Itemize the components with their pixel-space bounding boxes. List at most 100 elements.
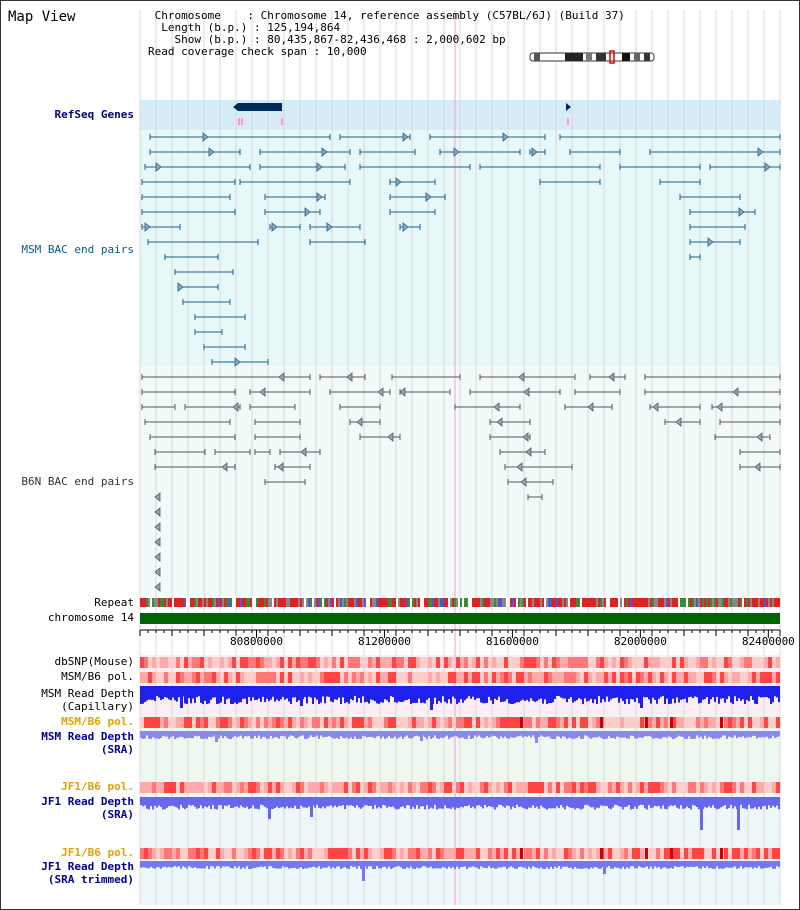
- track-label-jf1-b6-pol-2[interactable]: JF1/B6 pol.: [61, 846, 134, 859]
- depth-bar: [652, 797, 654, 808]
- depth-bar: [774, 861, 776, 869]
- repeat-element: [676, 598, 678, 607]
- depth-bar: [262, 686, 264, 697]
- track-label-msm-b6-pol-1[interactable]: MSM/B6 pol.: [61, 670, 134, 683]
- pol-cell: [328, 782, 332, 793]
- pol-cell: [744, 848, 748, 859]
- depth-bar: [366, 797, 368, 806]
- pol-cell: [568, 657, 572, 668]
- depth-bar: [468, 686, 470, 697]
- depth-bar: [164, 861, 166, 867]
- depth-bar: [214, 861, 216, 869]
- depth-bar: [754, 731, 756, 736]
- depth-bar: [450, 861, 452, 869]
- depth-bar: [664, 861, 666, 868]
- pol-cell: [748, 657, 752, 668]
- track-label-b6n-bac[interactable]: B6N BAC end pairs: [21, 475, 134, 488]
- pol-cell: [508, 657, 512, 668]
- repeat-element: [410, 598, 412, 607]
- depth-bar: [286, 797, 288, 807]
- pol-cell: [260, 672, 264, 683]
- depth-bar: [190, 797, 192, 806]
- pol-cell: [744, 782, 748, 793]
- pol-cell: [684, 657, 688, 668]
- depth-bar: [210, 686, 212, 700]
- depth-bar: [444, 686, 446, 702]
- bac-arrow: [259, 387, 266, 397]
- pol-cell: [628, 782, 632, 793]
- bac-arrow: [757, 147, 764, 157]
- depth-bar: [364, 731, 366, 737]
- depth-bar: [596, 731, 598, 738]
- pol-cell: [752, 717, 756, 728]
- pol-cell: [236, 657, 240, 668]
- depth-bar: [690, 797, 692, 810]
- depth-bar: [598, 861, 600, 869]
- depth-bar: [498, 797, 500, 805]
- depth-bar: [270, 686, 272, 700]
- bac-arrow: [377, 387, 384, 397]
- depth-bar: [186, 731, 188, 739]
- depth-bar: [190, 686, 192, 704]
- track-label-jf1-depth-sra[interactable]: JF1 Read Depth: [41, 795, 134, 808]
- pol-cell: [216, 657, 220, 668]
- pol-cell: [652, 672, 656, 683]
- track-label-jf1-depth-trim[interactable]: JF1 Read Depth: [41, 860, 134, 873]
- pol-cell: [400, 848, 404, 859]
- depth-bar: [554, 731, 556, 739]
- pol-cell: [680, 782, 684, 793]
- depth-bar: [766, 797, 768, 810]
- repeat-element: [300, 598, 302, 607]
- track-label-msm-bac[interactable]: MSM BAC end pairs: [21, 243, 134, 256]
- depth-bar: [174, 797, 176, 807]
- pol-cell: [436, 782, 440, 793]
- depth-bar: [322, 731, 324, 738]
- depth-bar: [408, 686, 410, 699]
- refseq-mark: [241, 118, 243, 125]
- bac-arrow: [754, 462, 761, 472]
- depth-bar: [290, 686, 292, 704]
- pol-cell: [256, 848, 260, 859]
- pol-cell: [580, 717, 584, 728]
- depth-bar: [150, 686, 152, 700]
- pol-hot: [520, 848, 523, 859]
- repeat-element: [356, 598, 358, 607]
- pol-cell: [688, 782, 692, 793]
- depth-bar: [494, 731, 496, 737]
- depth-bar: [534, 861, 536, 868]
- bac-arrow: [587, 402, 594, 412]
- repeat-element: [752, 598, 754, 607]
- refseq-mark: [281, 118, 283, 125]
- pol-cell: [320, 672, 324, 683]
- depth-bar: [350, 686, 352, 700]
- pol-cell: [692, 717, 696, 728]
- bac-arrow: [395, 177, 402, 187]
- depth-bar: [340, 686, 342, 704]
- pol-cell: [644, 657, 648, 668]
- repeat-element: [178, 598, 180, 607]
- depth-bar: [580, 731, 582, 739]
- track-label-refseq[interactable]: RefSeq Genes: [54, 108, 134, 121]
- track-label-msm-b6-pol-2[interactable]: MSM/B6 pol.: [61, 715, 134, 728]
- depth-bar: [456, 861, 458, 867]
- depth-bar: [316, 731, 318, 736]
- pol-cell: [200, 657, 204, 668]
- depth-bar: [232, 861, 234, 869]
- track-label-dbsnp[interactable]: dbSNP(Mouse): [54, 655, 134, 668]
- depth-bar: [292, 731, 294, 736]
- pol-cell: [640, 782, 644, 793]
- depth-bar: [478, 686, 480, 699]
- pol-cell: [388, 657, 392, 668]
- pol-cell: [440, 717, 444, 728]
- depth-bar: [332, 797, 334, 808]
- track-label-repeat[interactable]: Repeat: [94, 596, 134, 609]
- depth-bar: [334, 861, 336, 869]
- pol-cell: [672, 782, 676, 793]
- repeat-element: [444, 598, 446, 607]
- track-label-jf1-b6-pol-1[interactable]: JF1/B6 pol.: [61, 780, 134, 793]
- track-label-msm-depth-cap[interactable]: MSM Read Depth: [41, 687, 134, 700]
- pol-cell: [572, 672, 576, 683]
- repeat-element: [478, 598, 480, 607]
- track-label-msm-depth-sra[interactable]: MSM Read Depth: [41, 730, 134, 743]
- depth-bar: [728, 731, 730, 737]
